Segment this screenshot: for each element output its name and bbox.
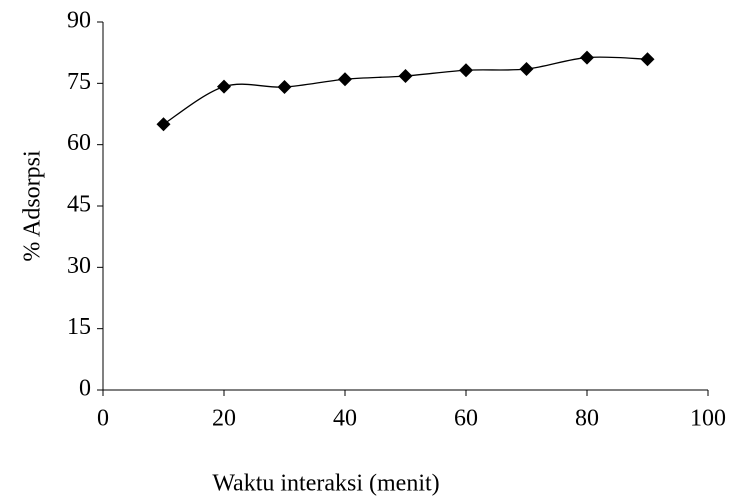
y-tick-label: 30 bbox=[67, 253, 91, 279]
x-tick-label: 100 bbox=[690, 406, 726, 432]
x-tick-label: 60 bbox=[454, 406, 478, 432]
x-tick-label: 0 bbox=[97, 406, 109, 432]
marker bbox=[519, 62, 534, 77]
y-tick-label: 75 bbox=[67, 69, 91, 95]
marker bbox=[459, 63, 473, 78]
y-tick-label: 0 bbox=[79, 376, 91, 402]
marker bbox=[640, 52, 655, 67]
x-tick-label: 80 bbox=[575, 406, 599, 432]
marker bbox=[580, 50, 594, 65]
y-tick-label: 45 bbox=[67, 192, 91, 218]
y-tick-label: 60 bbox=[67, 130, 91, 156]
marker bbox=[156, 117, 171, 132]
series-line bbox=[163, 56, 648, 125]
y-tick-label: 90 bbox=[67, 8, 91, 34]
x-tick-label: 40 bbox=[333, 406, 357, 432]
y-axis-title: % Adsorpsi bbox=[20, 150, 46, 262]
x-axis-title: Waktu interaksi (menit) bbox=[212, 471, 439, 497]
marker bbox=[277, 80, 292, 95]
x-tick-label: 20 bbox=[212, 406, 236, 432]
marker bbox=[217, 79, 231, 94]
y-tick-label: 15 bbox=[67, 314, 91, 340]
marker bbox=[398, 68, 413, 83]
marker bbox=[338, 72, 352, 87]
